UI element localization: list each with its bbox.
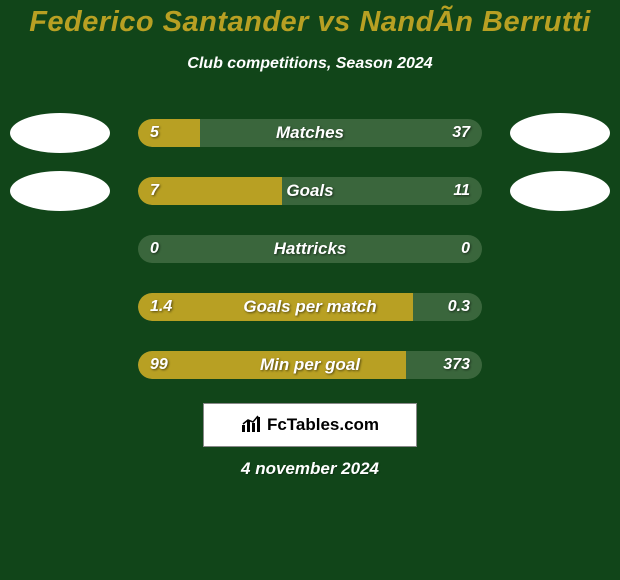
stat-value-right: 373 — [443, 351, 470, 379]
chart-icon — [241, 415, 263, 436]
stat-bar-left-fill — [138, 351, 406, 379]
stat-label: Hattricks — [138, 235, 482, 263]
player-avatar-left — [10, 113, 110, 153]
stats-rows: 537Matches711Goals00Hattricks1.40.3Goals… — [0, 113, 620, 385]
stat-value-left: 7 — [150, 177, 159, 205]
stat-value-left: 0 — [150, 235, 159, 263]
logo-text: FcTables.com — [267, 415, 379, 435]
player-avatar-right — [510, 113, 610, 153]
stat-row: 99373Min per goal — [0, 345, 620, 385]
fctables-logo: FcTables.com — [203, 403, 417, 447]
stat-row: 1.40.3Goals per match — [0, 287, 620, 327]
stat-value-right: 11 — [453, 177, 470, 205]
stat-value-left: 99 — [150, 351, 168, 379]
player-avatar-left — [10, 171, 110, 211]
stat-value-right: 0 — [461, 235, 470, 263]
stat-row: 0 0Hattricks — [0, 229, 620, 269]
stat-value-right: 37 — [452, 119, 470, 147]
stat-bar: 99373Min per goal — [138, 351, 482, 379]
stat-bar: 1.40.3Goals per match — [138, 293, 482, 321]
comparison-infographic: Federico Santander vs NandÃ­n Berrutti C… — [0, 0, 620, 580]
player-avatar-right — [510, 171, 610, 211]
stat-row: 537Matches — [0, 113, 620, 153]
date-text: 4 november 2024 — [0, 459, 620, 479]
stat-row: 711Goals — [0, 171, 620, 211]
page-title: Federico Santander vs NandÃ­n Berrutti — [0, 6, 620, 39]
stat-bar: 0 0Hattricks — [138, 235, 482, 263]
stat-bar: 711Goals — [138, 177, 482, 205]
page-subtitle: Club competitions, Season 2024 — [0, 55, 620, 73]
stat-bar-left-fill — [138, 119, 200, 147]
stat-bar-left-fill — [138, 293, 413, 321]
stat-value-left: 5 — [150, 119, 159, 147]
stat-value-right: 0.3 — [448, 293, 470, 321]
stat-bar-left-fill — [138, 177, 282, 205]
stat-bar: 537Matches — [138, 119, 482, 147]
stat-value-left: 1.4 — [150, 293, 172, 321]
